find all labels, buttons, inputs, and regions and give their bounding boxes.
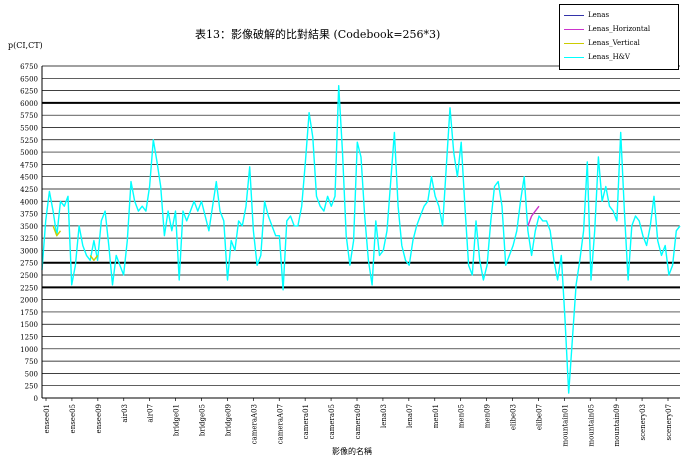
x-tick-label: men01 — [432, 404, 440, 428]
legend-item-lenas: Lenas — [564, 9, 609, 21]
y-tick-label: 2250 — [20, 284, 38, 292]
x-tick-label: scenery07 — [665, 404, 673, 441]
y-tick-label: 3000 — [20, 247, 38, 255]
y-tick-label: 5500 — [20, 124, 38, 132]
x-tick-label: ensee05 — [69, 404, 77, 433]
gridlines — [42, 65, 680, 387]
x-tick-label: lena07 — [406, 404, 414, 428]
y-tick-label: 6000 — [20, 100, 38, 108]
x-tick-label: mountain05 — [587, 404, 595, 447]
legend-item-lenas-horizontal: Lenas_Horizontal — [564, 23, 650, 35]
y-tick-label: 4250 — [20, 186, 38, 194]
x-tick-label: bridge05 — [199, 404, 207, 436]
series-line-lenas-horizontal — [527, 205, 540, 227]
series-lines — [41, 85, 681, 394]
series-line-lenas-vertical — [52, 225, 99, 261]
x-tick-label: men05 — [458, 404, 466, 428]
x-tick-label: mountain09 — [613, 404, 621, 447]
x-tick-label: air07 — [147, 404, 155, 423]
x-tick-label: ensee09 — [95, 404, 103, 433]
y-axis-ticks: 0 250 500 750 1000 1250 1500 1750 2000 2250 2500 27… — [20, 63, 38, 403]
y-tick-label: 3750 — [20, 211, 38, 219]
y-tick-label: 250 — [25, 383, 38, 391]
y-tick-label: 3250 — [20, 235, 38, 243]
y-tick-label: 2000 — [20, 297, 38, 305]
x-axis-ticks: ensee01 ensee05 ensee09 air03 air07 bridge01 b… — [43, 398, 673, 447]
x-tick-label: bridge09 — [224, 404, 232, 436]
x-tick-label: air03 — [121, 404, 129, 423]
legend-label-lenas-hv: Lenas_H&V — [588, 53, 630, 61]
y-tick-label: 2500 — [20, 272, 38, 280]
legend-swatch-lenas — [564, 14, 584, 16]
x-tick-label: camera01 — [302, 404, 310, 439]
y-tick-label: 1750 — [20, 309, 38, 317]
y-tick-label: 0 — [34, 395, 38, 403]
chart-title: 表13：影像破解的比對結果 (Codebook=256*3) — [195, 28, 441, 41]
series-line-lenas-h-v — [41, 85, 681, 394]
x-tick-label: elibe07 — [535, 404, 543, 430]
x-tick-label: elibe03 — [510, 404, 518, 430]
legend-label-lenas-horizontal: Lenas_Horizontal — [588, 25, 651, 33]
x-tick-label: bridge01 — [173, 404, 181, 436]
y-tick-label: 1250 — [20, 334, 38, 342]
x-tick-label: camera09 — [354, 404, 362, 439]
legend-swatch-lenas-hv — [564, 56, 584, 58]
y-tick-label: 5250 — [20, 137, 38, 145]
x-tick-label: lena03 — [380, 404, 388, 428]
x-tick-label: cameraA03 — [250, 404, 258, 444]
legend-swatch-lenas-horizontal — [564, 28, 584, 30]
y-tick-label: 1500 — [20, 321, 38, 329]
y-tick-label: 750 — [25, 358, 38, 366]
x-axis-label: 影像的名稱 — [332, 447, 372, 456]
y-tick-label: 6500 — [20, 75, 38, 83]
legend-swatch-lenas-vertical — [564, 42, 584, 44]
y-tick-label: 5000 — [20, 149, 38, 157]
y-tick-label: 1000 — [20, 346, 38, 354]
x-tick-label: men09 — [484, 404, 492, 428]
y-tick-label: 6750 — [20, 63, 38, 71]
legend-item-lenas-vertical: Lenas_Vertical — [564, 37, 640, 49]
x-tick-label: mountain01 — [561, 404, 569, 447]
legend: Lenas Lenas_Horizontal Lenas_Vertical Le… — [559, 4, 679, 70]
y-tick-label: 2750 — [20, 260, 38, 268]
x-tick-label: camera05 — [328, 404, 336, 439]
y-tick-label: 4500 — [20, 174, 38, 182]
legend-item-lenas-hv: Lenas_H&V — [564, 51, 630, 63]
legend-label-lenas-vertical: Lenas_Vertical — [588, 39, 640, 47]
x-tick-label: ensee01 — [43, 404, 51, 433]
y-tick-label: 5750 — [20, 112, 38, 120]
y-tick-label: 3500 — [20, 223, 38, 231]
x-tick-label: scenery03 — [639, 404, 647, 441]
x-tick-label: cameraA07 — [276, 404, 284, 444]
y-tick-label: 6250 — [20, 88, 38, 96]
y-tick-label: 4000 — [20, 198, 38, 206]
y-tick-label: 500 — [25, 370, 38, 378]
y-tick-label: 4750 — [20, 161, 38, 169]
legend-label-lenas: Lenas — [588, 11, 610, 19]
y-axis-label: p(CI,CT) — [8, 41, 43, 50]
